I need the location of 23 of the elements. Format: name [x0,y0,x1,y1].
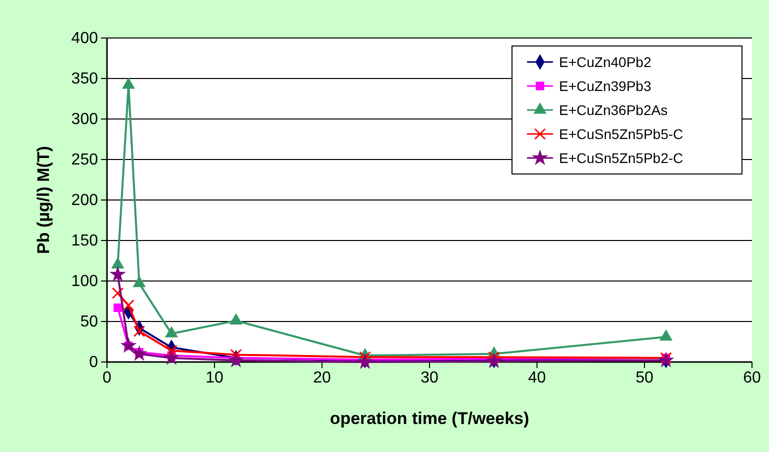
legend-label: E+CuZn36Pb2As [559,102,668,118]
y-tick-label: 100 [71,273,98,290]
y-axis-title: Pb (µg/l) M(T) [34,146,53,254]
x-tick-label: 30 [420,369,438,386]
y-tick-label: 350 [71,70,98,88]
y-tick-label: 0 [89,354,98,372]
legend-label: E+CuZn40Pb2 [559,54,652,70]
y-tick-label: 200 [71,192,98,210]
legend-label: E+CuSn5Zn5Pb2-C [559,150,684,166]
y-tick-label: 150 [71,232,98,250]
y-tick-label: 250 [71,152,98,169]
legend-label: E+CuSn5Zn5Pb5-C [559,126,684,142]
legend-label: E+CuZn39Pb3 [559,78,652,94]
x-tick-label: 50 [636,369,654,386]
x-tick-label: 20 [313,369,331,386]
x-tick-label: 40 [528,369,546,386]
x-tick-label: 60 [743,369,761,386]
x-axis-title: operation time (T/weeks) [330,409,530,428]
y-tick-label: 50 [80,314,98,331]
y-tick-label: 400 [71,30,98,48]
x-tick-label: 10 [206,369,224,386]
y-tick-label: 300 [71,111,98,128]
x-tick-label: 0 [102,369,112,386]
